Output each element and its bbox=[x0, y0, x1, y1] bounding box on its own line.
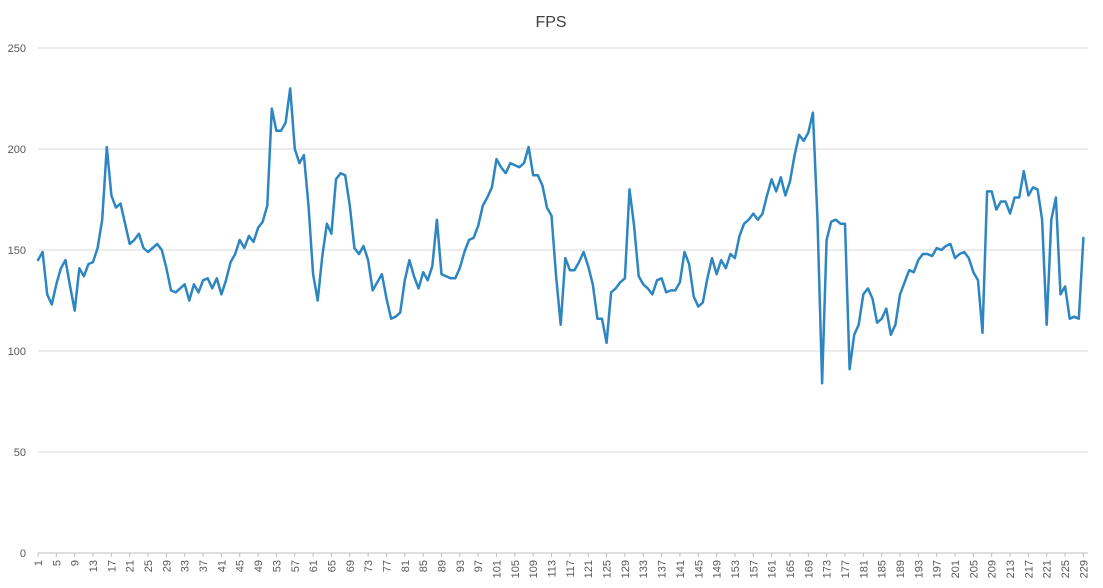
x-tick-label: 57 bbox=[290, 560, 302, 572]
x-tick-label: 33 bbox=[180, 560, 192, 572]
y-tick-label: 0 bbox=[20, 548, 26, 560]
x-tick-label: 1 bbox=[33, 560, 45, 566]
x-tick-label: 21 bbox=[125, 560, 137, 572]
x-tick-label: 105 bbox=[510, 560, 522, 578]
x-tick-label: 169 bbox=[803, 560, 815, 578]
x-tick-label: 89 bbox=[436, 560, 448, 572]
x-tick-label: 113 bbox=[547, 560, 559, 578]
x-tick-label: 141 bbox=[675, 560, 687, 578]
chart-title: FPS bbox=[535, 14, 566, 31]
x-tick-label: 45 bbox=[235, 560, 247, 572]
x-axis-tick-labels: 1 5 9 13 17 21 25 29 33 37 41 45 49 53 57 61 65 69 73 77 81 8… bbox=[33, 553, 1090, 578]
x-tick-label: 73 bbox=[363, 560, 375, 572]
x-tick-label: 17 bbox=[106, 560, 118, 572]
y-tick-label: 50 bbox=[14, 447, 26, 459]
x-tick-label: 221 bbox=[1042, 560, 1054, 578]
x-tick-label: 173 bbox=[822, 560, 834, 578]
x-tick-label: 5 bbox=[51, 560, 63, 566]
x-tick-label: 81 bbox=[400, 560, 412, 572]
x-tick-label: 125 bbox=[602, 560, 614, 578]
x-tick-label: 65 bbox=[326, 560, 338, 572]
x-tick-label: 53 bbox=[271, 560, 283, 572]
x-tick-label: 153 bbox=[730, 560, 742, 578]
x-tick-label: 213 bbox=[1005, 560, 1017, 578]
x-tick-label: 121 bbox=[583, 560, 595, 578]
x-tick-label: 225 bbox=[1060, 560, 1072, 578]
x-tick-label: 41 bbox=[216, 560, 228, 572]
x-tick-label: 149 bbox=[712, 560, 724, 578]
x-tick-label: 61 bbox=[308, 560, 320, 572]
x-tick-label: 165 bbox=[785, 560, 797, 578]
x-tick-label: 189 bbox=[895, 560, 907, 578]
x-tick-label: 205 bbox=[968, 560, 980, 578]
y-tick-label: 250 bbox=[8, 43, 26, 55]
x-tick-label: 145 bbox=[693, 560, 705, 578]
x-tick-label: 201 bbox=[950, 560, 962, 578]
x-tick-label: 217 bbox=[1023, 560, 1035, 578]
x-tick-label: 9 bbox=[70, 560, 82, 566]
x-tick-label: 69 bbox=[345, 560, 357, 572]
x-tick-label: 229 bbox=[1078, 560, 1090, 578]
x-tick-label: 177 bbox=[840, 560, 852, 578]
x-tick-label: 161 bbox=[767, 560, 779, 578]
x-tick-label: 197 bbox=[932, 560, 944, 578]
x-tick-label: 209 bbox=[987, 560, 999, 578]
x-tick-label: 49 bbox=[253, 560, 265, 572]
x-tick-label: 133 bbox=[638, 560, 650, 578]
y-tick-label: 150 bbox=[8, 245, 26, 257]
x-tick-label: 117 bbox=[565, 560, 577, 578]
y-gridlines bbox=[38, 47, 1088, 453]
x-tick-label: 193 bbox=[913, 560, 925, 578]
x-tick-label: 13 bbox=[88, 560, 100, 572]
x-tick-label: 109 bbox=[528, 560, 540, 578]
x-tick-label: 93 bbox=[455, 560, 467, 572]
x-tick-label: 185 bbox=[877, 560, 889, 578]
x-tick-label: 137 bbox=[657, 560, 669, 578]
x-tick-label: 181 bbox=[858, 560, 870, 578]
fps-series-line bbox=[36, 87, 1085, 385]
x-tick-label: 37 bbox=[198, 560, 210, 572]
x-tick-label: 77 bbox=[381, 560, 393, 572]
x-tick-label: 101 bbox=[492, 560, 504, 578]
x-tick-label: 25 bbox=[143, 560, 155, 572]
x-tick-label: 29 bbox=[161, 560, 173, 572]
x-tick-label: 97 bbox=[473, 560, 485, 572]
x-tick-label: 129 bbox=[620, 560, 632, 578]
y-axis-tick-labels: 0 50 100 150 200 250 bbox=[8, 43, 26, 560]
x-tick-label: 157 bbox=[748, 560, 760, 578]
y-tick-label: 200 bbox=[8, 144, 26, 156]
x-tick-label: 85 bbox=[418, 560, 430, 572]
y-tick-label: 100 bbox=[8, 346, 26, 358]
